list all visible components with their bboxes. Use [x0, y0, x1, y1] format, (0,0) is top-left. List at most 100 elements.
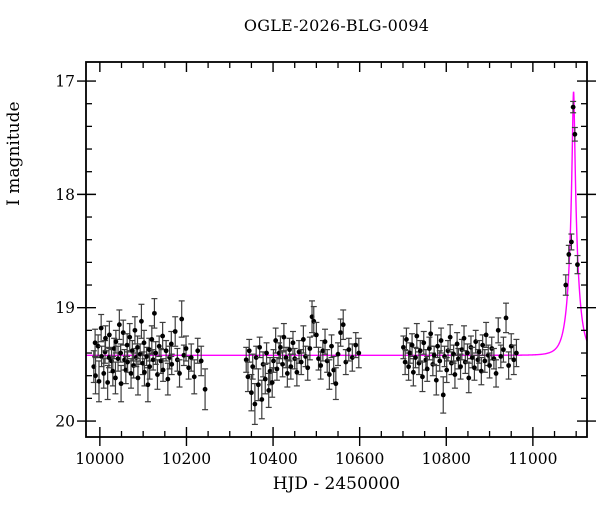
data-point	[566, 252, 572, 257]
data-point	[283, 355, 289, 360]
data-point	[421, 340, 427, 346]
x-tick-label: 10600	[335, 450, 384, 468]
data-point	[296, 349, 302, 355]
data-point	[127, 334, 133, 340]
data-point	[183, 346, 189, 351]
data-point	[142, 369, 147, 375]
y-tick-label: 19	[55, 299, 75, 317]
data-point	[129, 348, 135, 354]
data-point	[294, 369, 300, 375]
data-point	[426, 346, 432, 351]
data-point	[569, 239, 574, 245]
data-point	[287, 347, 292, 353]
x-tick-label: 10400	[248, 450, 297, 468]
data-point	[498, 354, 504, 359]
data-point	[257, 344, 263, 350]
x-tick-label: 10200	[162, 450, 211, 468]
data-point	[150, 357, 156, 363]
data-point	[255, 382, 261, 388]
x-tick-label: 10800	[422, 450, 471, 468]
data-point	[149, 337, 155, 342]
data-point	[172, 329, 178, 334]
data-point	[469, 355, 475, 360]
data-point	[356, 350, 362, 356]
data-point	[417, 348, 423, 354]
data-point	[313, 332, 319, 338]
data-point	[495, 327, 501, 333]
data-point	[98, 325, 104, 331]
data-point	[320, 348, 326, 354]
data-point	[281, 334, 287, 340]
data-point	[340, 322, 346, 328]
data-point	[333, 381, 339, 387]
data-point	[401, 344, 406, 350]
data-point	[92, 340, 98, 346]
data-point	[410, 369, 416, 375]
data-point	[106, 332, 112, 338]
data-point	[141, 340, 147, 346]
data-point	[188, 355, 194, 360]
data-point	[177, 371, 182, 376]
data-point	[433, 377, 439, 383]
x-tick-label: 10000	[75, 450, 124, 468]
data-point	[118, 381, 124, 387]
data-point	[575, 262, 580, 268]
data-point	[300, 337, 306, 342]
data-point	[406, 364, 411, 370]
data-point	[195, 348, 201, 354]
data-point	[274, 366, 280, 372]
data-point	[253, 355, 259, 360]
data-point	[259, 397, 265, 402]
data-point	[454, 341, 460, 347]
data-point	[466, 375, 472, 381]
data-point	[124, 342, 130, 348]
data-point	[329, 343, 334, 349]
data-point	[249, 390, 254, 396]
data-point	[101, 371, 107, 376]
data-point	[506, 363, 512, 368]
data-point	[186, 365, 192, 371]
data-point	[118, 350, 124, 356]
data-point	[305, 365, 311, 371]
data-point	[514, 350, 519, 356]
data-point	[147, 364, 153, 370]
data-point	[503, 315, 509, 321]
data-point	[424, 366, 430, 372]
data-point	[563, 282, 569, 288]
data-point	[349, 355, 355, 360]
data-point	[318, 363, 324, 368]
data-point	[472, 365, 477, 371]
data-point	[271, 358, 276, 364]
data-point	[284, 371, 290, 376]
data-point	[110, 368, 116, 374]
data-point	[105, 380, 111, 385]
data-point	[243, 357, 249, 363]
data-point	[158, 358, 164, 364]
data-point	[440, 392, 446, 398]
data-point	[135, 375, 141, 381]
y-tick-label: 18	[55, 186, 75, 204]
model-curve	[86, 91, 588, 356]
data-point	[444, 367, 450, 373]
y-tick-label: 20	[55, 413, 75, 431]
data-point	[128, 371, 134, 376]
data-point	[250, 364, 256, 370]
data-point	[153, 350, 159, 356]
data-point	[280, 361, 285, 367]
data-point	[144, 354, 150, 359]
data-point	[407, 350, 413, 356]
data-point	[181, 352, 187, 358]
data-point	[452, 372, 458, 377]
plot-frame	[85, 61, 588, 438]
data-point	[290, 340, 296, 346]
data-point	[113, 375, 118, 381]
data-point	[298, 359, 304, 365]
data-point	[278, 344, 283, 350]
data-point	[480, 342, 486, 348]
data-point	[409, 342, 415, 348]
data-point	[493, 371, 499, 376]
data-point	[245, 374, 251, 380]
data-point	[95, 343, 101, 349]
data-point	[331, 367, 337, 373]
data-point	[428, 331, 434, 337]
